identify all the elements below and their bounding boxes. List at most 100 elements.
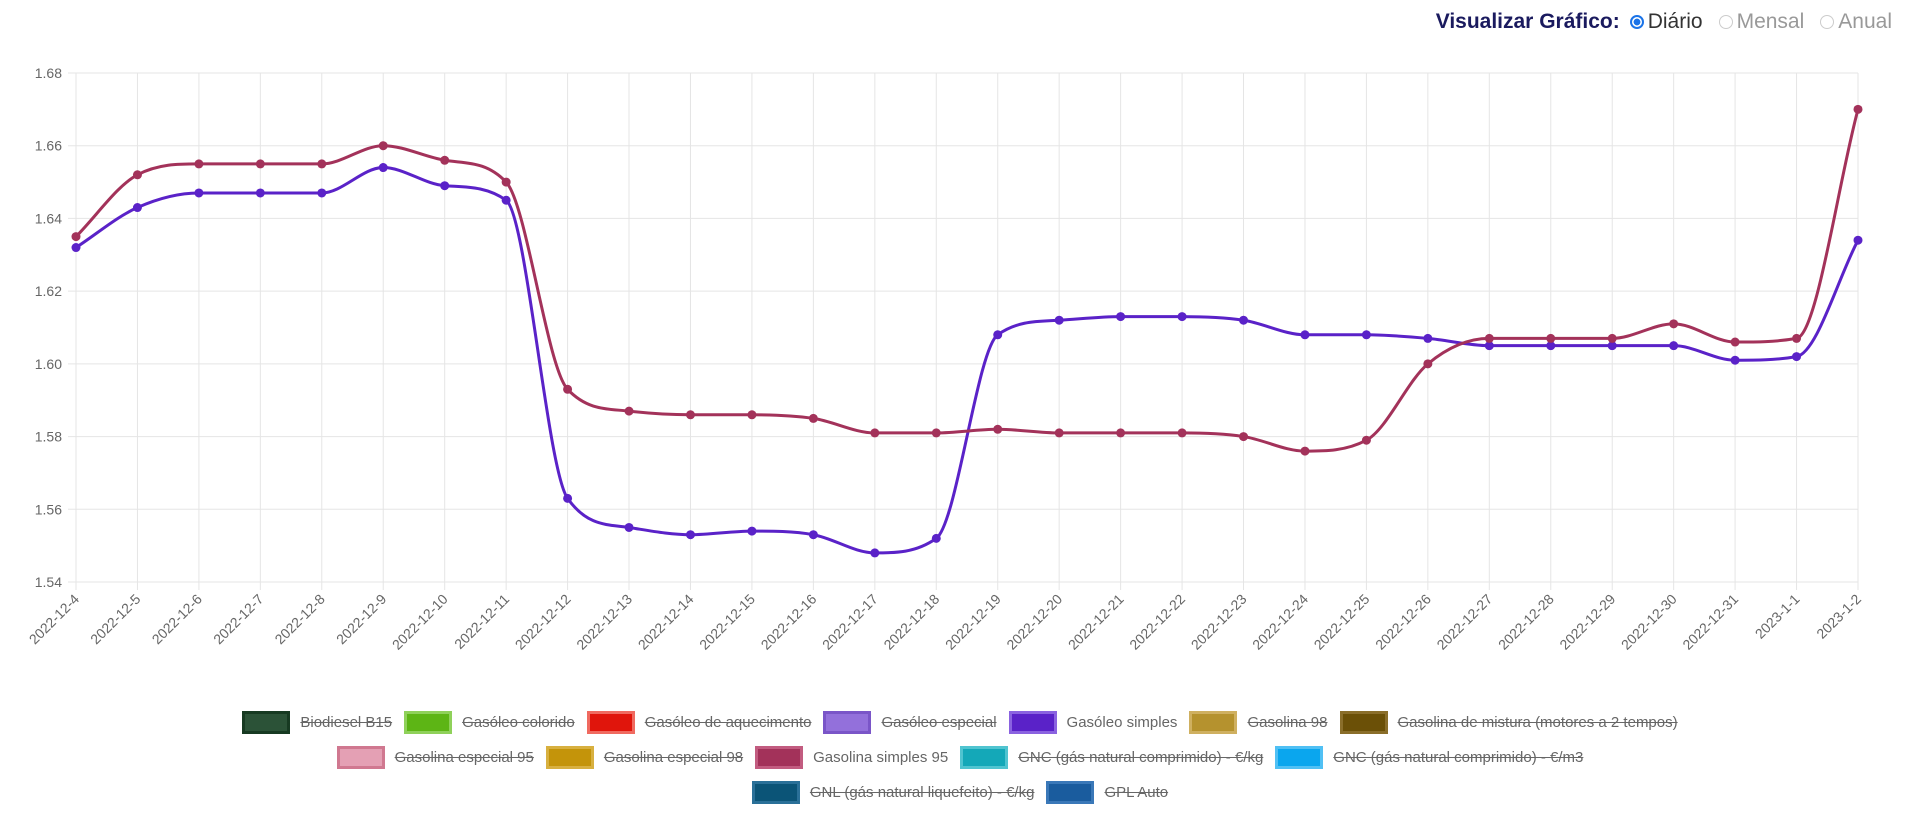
- legend-label: Gasolina especial 95: [394, 749, 534, 766]
- legend-item[interactable]: Gasolina especial 95: [336, 746, 534, 769]
- data-point: [440, 155, 450, 165]
- radio-label: Diário: [1647, 10, 1703, 33]
- data-point: [1054, 428, 1064, 438]
- x-tick-label: 2022-12-28: [1495, 591, 1557, 653]
- radio-dot[interactable]: [1718, 15, 1733, 29]
- radio-anual[interactable]: Anual: [1820, 10, 1892, 34]
- legend-item[interactable]: Gasolina de mistura (motores a 2 tempos): [1339, 711, 1678, 734]
- legend-item[interactable]: GNL (gás natural liquefeito) - €/kg: [751, 781, 1035, 804]
- radio-diario[interactable]: Diário: [1629, 10, 1703, 34]
- legend-row: Gasolina especial 95 Gasolina especial 98…: [0, 740, 1920, 775]
- legend-item[interactable]: Gasóleo colorido: [404, 711, 575, 734]
- data-point: [317, 159, 327, 169]
- data-point: [1669, 319, 1679, 329]
- legend-label: Gasolina 98: [1247, 714, 1328, 731]
- legend-swatch: [1275, 746, 1324, 769]
- legend-item[interactable]: Gasolina especial 98: [545, 746, 743, 769]
- x-tick-label: 2022-12-25: [1311, 591, 1373, 653]
- data-point: [1361, 435, 1371, 445]
- y-tick-label: 1.60: [35, 356, 62, 372]
- x-tick-label: 2022-12-31: [1679, 591, 1741, 653]
- data-point: [685, 530, 695, 540]
- legend-swatch: [1189, 711, 1238, 734]
- y-tick-label: 1.68: [35, 65, 62, 81]
- legend-label: GPL Auto: [1104, 784, 1169, 801]
- data-point: [563, 493, 573, 503]
- legend-swatch: [336, 746, 385, 769]
- legend-item[interactable]: Gasóleo simples: [1008, 711, 1178, 734]
- data-point: [132, 170, 142, 180]
- x-tick-label: 2022-12-17: [819, 591, 881, 653]
- data-point: [1792, 333, 1802, 343]
- legend-swatch: [960, 746, 1009, 769]
- data-point: [1300, 446, 1310, 456]
- legend-label: GNC (gás natural comprimido) - €/kg: [1018, 749, 1264, 766]
- x-tick-label: 2022-12-11: [451, 591, 512, 652]
- radio-label: Anual: [1838, 10, 1892, 33]
- data-point: [255, 159, 265, 169]
- data-point: [1484, 341, 1494, 351]
- x-tick-label: 2022-12-5: [87, 591, 144, 648]
- legend-label: GNL (gás natural liquefeito) - €/kg: [809, 784, 1035, 801]
- legend-label: Gasóleo especial: [881, 714, 997, 731]
- legend-swatch: [404, 711, 453, 734]
- legend-label: Gasóleo simples: [1066, 714, 1178, 731]
- x-tick-label: 2022-12-12: [512, 591, 574, 653]
- legend-item[interactable]: Gasolina simples 95: [755, 746, 948, 769]
- data-point: [1116, 428, 1126, 438]
- view-label: Visualizar Gráfico:: [1435, 10, 1620, 33]
- data-point: [808, 413, 818, 423]
- x-tick-label: 2022-12-26: [1372, 591, 1434, 653]
- series-line: [75, 166, 1860, 555]
- legend-label: GNC (gás natural comprimido) - €/m3: [1333, 749, 1584, 766]
- x-tick-label: 2023-1-1: [1752, 591, 1803, 642]
- data-point: [378, 163, 388, 173]
- data-point: [71, 243, 81, 253]
- line-chart: 1.54 1.56 1.58 1.60 1.62 1.64 1.66 1.68 2022-12-…: [26, 65, 1865, 653]
- data-point: [931, 533, 941, 543]
- legend-item[interactable]: Biodiesel B15: [242, 711, 392, 734]
- x-tick-label: 2022-12-10: [389, 591, 451, 653]
- data-point: [993, 424, 1003, 434]
- x-tick-label: 2022-12-16: [758, 591, 820, 653]
- legend-swatch: [755, 746, 804, 769]
- radio-dot[interactable]: [1820, 15, 1835, 29]
- series-line: [74, 108, 1860, 453]
- legend-item[interactable]: Gasolina 98: [1189, 711, 1328, 734]
- x-tick-label: 2022-12-29: [1556, 591, 1618, 653]
- x-tick-label: 2022-12-30: [1618, 591, 1680, 653]
- data-point: [132, 203, 142, 213]
- radio-mensal[interactable]: Mensal: [1718, 10, 1805, 34]
- x-tick-label: 2022-12-22: [1126, 591, 1188, 653]
- data-point: [1853, 104, 1863, 114]
- data-point: [1177, 428, 1187, 438]
- data-point: [194, 159, 204, 169]
- radio-dot[interactable]: [1629, 15, 1644, 29]
- chart-legend: Biodiesel B15 Gasóleo colorido Gasóleo de …: [0, 705, 1920, 810]
- legend-swatch: [242, 711, 291, 734]
- data-point: [1054, 315, 1064, 325]
- legend-item[interactable]: Gasóleo especial: [823, 711, 997, 734]
- data-point: [624, 522, 634, 532]
- legend-swatch: [545, 746, 594, 769]
- data-point: [931, 428, 941, 438]
- legend-item[interactable]: GNC (gás natural comprimido) - €/m3: [1275, 746, 1583, 769]
- y-tick-label: 1.54: [35, 574, 62, 590]
- y-tick-label: 1.62: [35, 283, 62, 299]
- legend-item[interactable]: GNC (gás natural comprimido) - €/kg: [960, 746, 1263, 769]
- data-point: [1607, 333, 1617, 343]
- data-point: [378, 141, 388, 151]
- data-point: [1423, 359, 1433, 369]
- data-point: [71, 232, 81, 242]
- legend-item[interactable]: GPL Auto: [1046, 781, 1168, 804]
- legend-swatch: [1008, 711, 1057, 734]
- radio-label: Mensal: [1736, 10, 1805, 33]
- data-point: [1177, 312, 1187, 322]
- data-point: [440, 181, 450, 191]
- x-tick-label: 2022-12-14: [635, 591, 697, 653]
- chart-view-selector: Visualizar Gráfico: Diário Mensal Anual: [1436, 10, 1902, 34]
- data-point: [624, 406, 634, 416]
- x-tick-label: 2022-12-13: [573, 591, 635, 653]
- data-point: [685, 410, 695, 420]
- legend-item[interactable]: Gasóleo de aquecimento: [586, 711, 811, 734]
